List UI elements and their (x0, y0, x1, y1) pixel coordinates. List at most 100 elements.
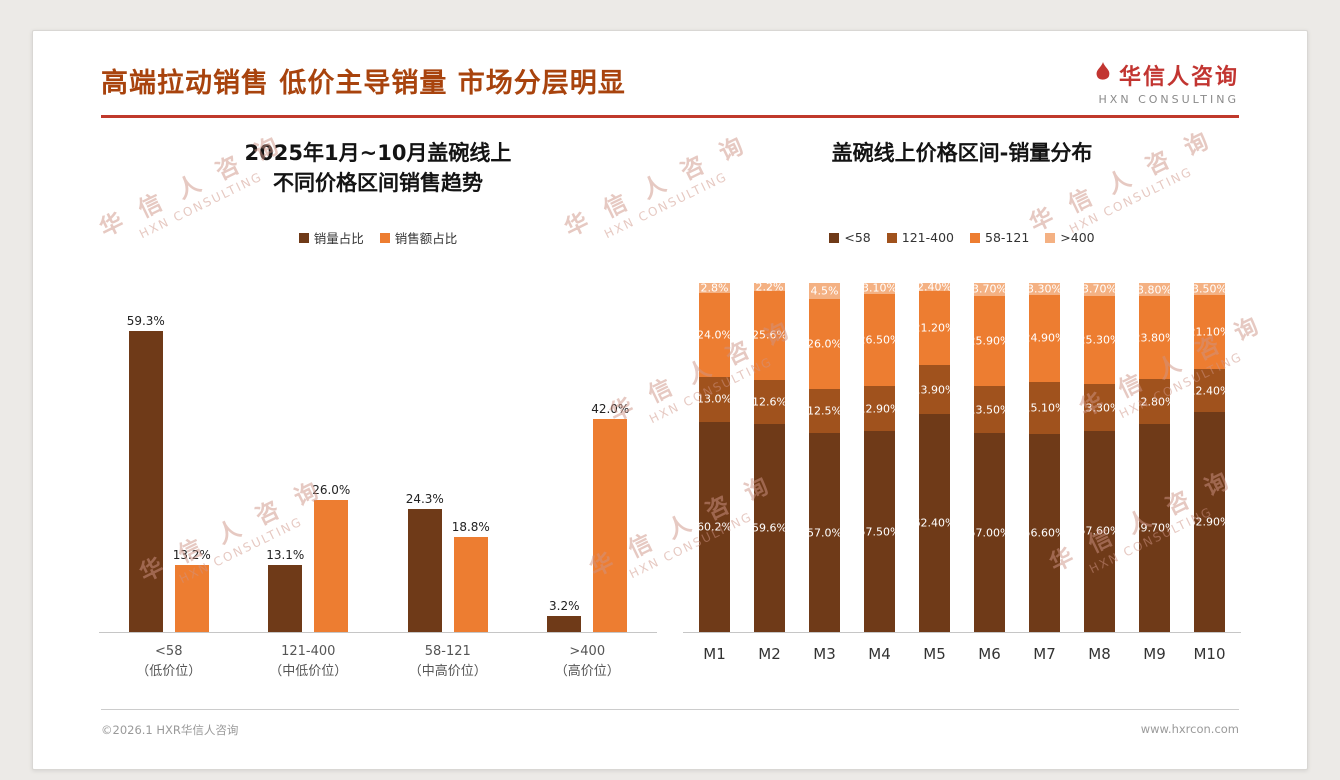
bar-segment: 3.30% (1027, 282, 1062, 296)
bar-segment: 62.40% (914, 414, 955, 632)
bar-segment: 13.50% (969, 386, 1010, 434)
legend-swatch (829, 232, 840, 243)
bar-segment: 26.50% (859, 293, 900, 387)
left-chart-title: 2025年1月~10月盖碗线上 不同价格区间销售趋势 (99, 138, 657, 200)
segment-value-label: 15.10% (1023, 401, 1066, 415)
bar-segment: 62.90% (1189, 412, 1230, 632)
bar (407, 509, 442, 632)
stacked-bar-column: 59.70% 12.80% 23.80% 3.80% (1127, 283, 1182, 632)
segment-value-label: 12.5% (807, 404, 842, 418)
segment-value-label: 3.80% (1137, 283, 1172, 297)
legend-item: 销售额占比 (379, 228, 458, 247)
stacked-bar-plot: 60.2% 13.0% 24.0% 2.8% 59.6% 12.6% 25.6% 2.2% 57… (683, 280, 1241, 633)
bar-segment: 57.60% (1079, 430, 1120, 632)
segment-value-label: 60.2% (697, 520, 732, 534)
right-chart-title: 盖碗线上价格区间-销量分布 (831, 141, 1093, 165)
x-axis-label: 121-400 （中低价位） (239, 642, 379, 682)
legend-item: 121-400 (886, 230, 954, 245)
x-axis-label: M8 (1088, 645, 1111, 663)
stacked-bar: 57.0% 12.5% 26.0% 4.5% (807, 283, 842, 632)
charts-area: 2025年1月~10月盖碗线上 不同价格区间销售趋势 销量占比 销售额占比 59.… (33, 118, 1307, 682)
bar-segment: 12.5% (807, 389, 842, 434)
x-axis-label-line1: 121-400 (281, 644, 336, 659)
segment-value-label: 13.50% (968, 403, 1011, 417)
stacked-bar: 62.40% 13.90% 21.20% 2.40% (914, 280, 955, 632)
bar-segment: 3.80% (1137, 283, 1172, 297)
left-chart-title-line1: 2025年1月~10月盖碗线上 (244, 141, 512, 165)
bar-segment: 15.10% (1024, 381, 1065, 435)
segment-value-label: 12.80% (1133, 395, 1176, 409)
x-axis-label: M2 (758, 645, 781, 663)
segment-value-label: 2.40% (917, 280, 952, 294)
bar-segment: 25.6% (752, 290, 787, 381)
stacked-bar: 62.90% 12.40% 21.10% 3.50% (1189, 283, 1230, 632)
segment-value-label: 26.50% (858, 333, 901, 347)
segment-value-label: 3.10% (862, 281, 897, 295)
company-logo: 华信人咨询 HXN CONSULTING (1093, 59, 1239, 106)
stacked-bar-column: 59.6% 12.6% 25.6% 2.2% (742, 280, 797, 632)
bar (593, 419, 628, 632)
bar-segment: 2.40% (917, 280, 952, 294)
bar-column: 24.3% (405, 492, 444, 632)
bar-segment: 26.0% (807, 298, 842, 390)
bar-group: 13.1% 26.0% (239, 483, 379, 632)
stacked-bar-column: 56.60% 15.10% 24.90% 3.30% (1017, 282, 1072, 632)
x-axis-label: M6 (978, 645, 1001, 663)
bar (128, 331, 163, 632)
legend-item: >400 (1045, 230, 1095, 245)
bar-value-label: 18.8% (451, 520, 490, 534)
stacked-bar: 60.2% 13.0% 24.0% 2.8% (697, 281, 732, 632)
footer-website: www.hxrcon.com (1140, 722, 1239, 736)
bar-value-label: 26.0% (312, 483, 351, 497)
bar-value-label: 42.0% (591, 402, 630, 416)
right-chart-xaxis: M1 M2 M3 M4 M5 M6 M7 M8 M9 M10 (683, 643, 1241, 666)
stacked-bar: 57.50% 12.90% 26.50% 3.10% (859, 281, 900, 632)
left-chart-xaxis: <58 （低价位） 121-400 （中低价位） 58-121 （中高价位） >400 （高价… (99, 642, 657, 682)
bar-segment: 13.30% (1079, 384, 1120, 431)
bar-segment: 3.10% (862, 281, 897, 295)
legend-label: >400 (1060, 230, 1095, 245)
segment-value-label: 25.6% (752, 328, 787, 342)
stacked-bar-column: 60.2% 13.0% 24.0% 2.8% (687, 281, 742, 632)
segment-value-label: 12.40% (1188, 384, 1231, 398)
segment-value-label: 24.0% (697, 328, 732, 342)
x-axis-label: M3 (813, 645, 836, 663)
stacked-bar-column: 62.90% 12.40% 21.10% 3.50% (1182, 283, 1237, 632)
legend-label: 58-121 (985, 230, 1030, 245)
left-chart-legend: 销量占比 销售额占比 (99, 228, 657, 247)
segment-value-label: 13.90% (913, 383, 956, 397)
segment-value-label: 2.8% (700, 281, 729, 295)
x-axis-label: M4 (868, 645, 891, 663)
header: 高端拉动销售 低价主导销量 市场分层明显 华信人咨询 HXN CONSULTIN… (33, 31, 1307, 118)
x-axis-label-line2: （中高价位） (408, 664, 487, 680)
bar-segment: 57.00% (969, 433, 1010, 632)
bar-group: 3.2% 42.0% (518, 402, 658, 632)
segment-value-label: 62.40% (913, 516, 956, 530)
legend-label: 销售额占比 (394, 231, 458, 246)
bar-segment: 21.20% (914, 291, 955, 366)
bar-segment: 57.50% (859, 431, 900, 632)
right-chart-legend: <58 121-400 58-121 >400 (683, 230, 1241, 245)
segment-value-label: 4.5% (810, 284, 839, 298)
segment-value-label: 21.10% (1188, 325, 1231, 339)
bar-value-label: 3.2% (549, 599, 580, 613)
bar-value-label: 24.3% (405, 492, 444, 506)
legend-item: 58-121 (970, 230, 1029, 245)
bar-value-label: 59.3% (126, 314, 165, 328)
segment-value-label: 3.30% (1027, 282, 1062, 296)
segment-value-label: 26.0% (807, 337, 842, 351)
legend-swatch (298, 232, 309, 243)
bar-segment: 23.80% (1134, 296, 1175, 380)
segment-value-label: 59.70% (1133, 521, 1176, 535)
x-axis-label: M7 (1033, 645, 1056, 663)
bar-segment: 4.5% (809, 283, 840, 299)
bar-segment: 24.90% (1024, 294, 1065, 382)
stacked-bar: 59.6% 12.6% 25.6% 2.2% (752, 280, 787, 632)
segment-value-label: 3.70% (1082, 282, 1117, 296)
x-axis-label: >400 （高价位） (518, 642, 658, 682)
stacked-bar: 57.60% 13.30% 25.30% 3.70% (1079, 282, 1120, 632)
bar-value-label: 13.1% (266, 548, 305, 562)
bar-segment: 60.2% (697, 421, 732, 632)
bar-segment: 3.50% (1192, 283, 1227, 296)
left-chart-title-line2: 不同价格区间销售趋势 (273, 171, 483, 196)
